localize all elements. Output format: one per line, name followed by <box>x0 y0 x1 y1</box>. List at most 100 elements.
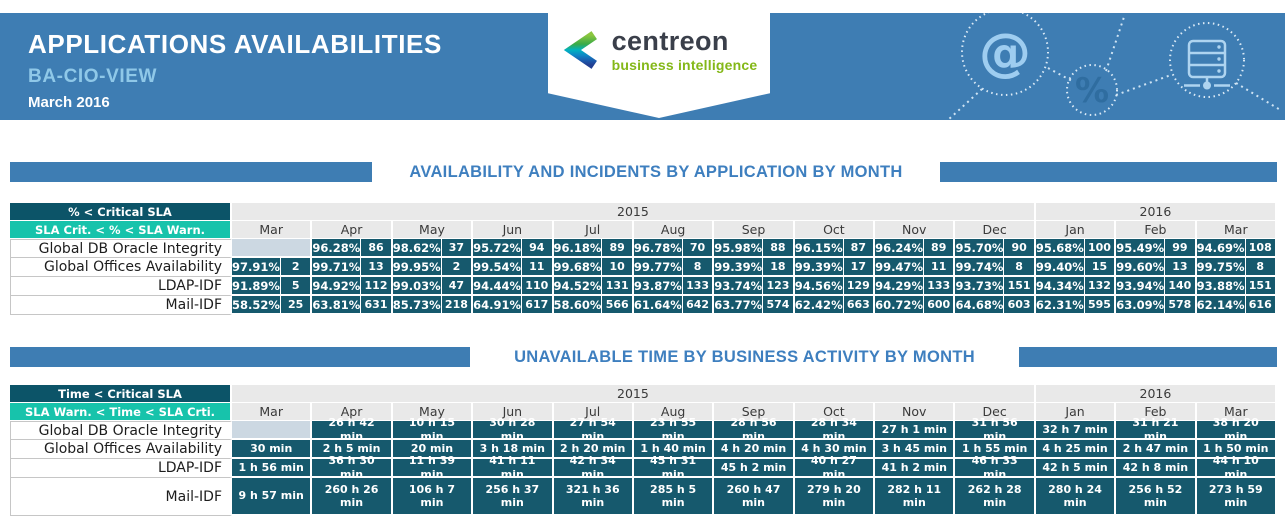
centreon-logo-icon <box>563 31 597 69</box>
incident-count: 132 <box>1088 279 1111 292</box>
incident-count: 123 <box>766 279 790 292</box>
unavailable-time-cell: 280 h 24 min <box>1035 478 1117 516</box>
incident-count: 133 <box>927 279 951 292</box>
month-header: Mar <box>1196 403 1277 421</box>
incident-count: 90 <box>1011 241 1027 254</box>
unavailable-time-cell: 2 h 20 min <box>553 440 634 459</box>
incident-count: 110 <box>525 279 549 292</box>
incident-count: 603 <box>1007 298 1031 311</box>
availability-cell: 99.95% 2 <box>392 258 474 277</box>
availability-cell: 94.29% 133 <box>875 277 956 296</box>
month-header: Feb <box>1116 403 1197 421</box>
availability-cell: 96.24% 89 <box>875 239 956 258</box>
month-header: Mar <box>232 403 313 421</box>
availability-percent: 99.71% <box>312 258 362 275</box>
availability-cell: 63.81% 631 <box>312 296 393 315</box>
month-header: Jan <box>1035 403 1117 421</box>
availability-percent: 99.60% <box>1116 258 1166 275</box>
availability-percent: 60.72% <box>875 296 924 313</box>
incident-count: 47 <box>448 279 465 292</box>
unavailable-section-title: UNAVAILABLE TIME BY BUSINESS ACTIVITY BY… <box>514 347 975 366</box>
month-header: May <box>392 403 474 421</box>
availability-cell: 97.91% 2 <box>232 258 313 277</box>
unavailable-time-cell: 1 h 50 min <box>1196 440 1277 459</box>
availability-percent: 96.24% <box>875 239 924 256</box>
incident-count: 13 <box>368 260 384 273</box>
month-header: Nov <box>875 403 956 421</box>
row-label: Global Offices Availability <box>10 258 232 277</box>
unavailable-time-cell: 10 h 15 min <box>392 416 474 443</box>
availability-percent: 97.91% <box>232 258 281 275</box>
incident-count: 8 <box>693 260 702 273</box>
availability-percent: 93.87% <box>633 277 683 294</box>
brand-tagline: business intelligence <box>611 56 758 73</box>
month-header: Oct <box>794 403 876 421</box>
availability-percent: 99.74% <box>955 258 1005 275</box>
availability-percent: 96.15% <box>794 239 844 256</box>
incident-count: 11 <box>931 260 947 273</box>
availability-cell: 93.88% 151 <box>1196 277 1277 296</box>
availability-percent: 99.75% <box>1196 258 1246 275</box>
unavailable-time-cell: 1 h 40 min <box>633 440 715 459</box>
incident-count: 617 <box>525 298 549 311</box>
availability-cell: 60.72% 600 <box>875 296 956 315</box>
row-label: Global DB Oracle Integrity <box>10 421 232 440</box>
unavailable-time-cell: 44 h 10 min <box>1196 454 1277 481</box>
availability-cell: 99.40% 15 <box>1035 258 1117 277</box>
availability-cell: 95.49% 99 <box>1116 239 1197 258</box>
year-header: 2015 <box>232 203 1036 221</box>
availability-cell: 95.98% 88 <box>714 239 795 258</box>
incident-count: 140 <box>1168 279 1192 292</box>
availability-cell: 94.69% 108 <box>1196 239 1277 258</box>
incident-count: 595 <box>1088 298 1111 311</box>
incident-count: 89 <box>609 241 625 254</box>
availability-cell: 99.39% 18 <box>714 258 795 277</box>
unavailable-time-cell: 106 h 7 min <box>392 478 474 516</box>
unavailable-time-cell: 28 h 34 min <box>794 416 876 443</box>
availability-percent: 94.29% <box>875 277 924 294</box>
incident-count: 642 <box>686 298 710 311</box>
availability-percent: 94.56% <box>794 277 844 294</box>
unavailable-time-cell: 32 h 7 min <box>1035 421 1117 440</box>
availability-cell: 93.94% 140 <box>1116 277 1197 296</box>
unavailable-time-cell: 36 h 30 min <box>312 454 393 481</box>
unavailable-time-cell: 27 h 1 min <box>875 421 956 440</box>
availability-cell: 85.73% 218 <box>392 296 474 315</box>
month-header: Apr <box>312 403 393 421</box>
availability-cell: 98.62% 37 <box>392 239 474 258</box>
empty-cell <box>232 239 313 258</box>
availability-cell: 64.91% 617 <box>473 296 554 315</box>
row-label: Mail-IDF <box>10 296 232 315</box>
incident-count: 574 <box>766 298 790 311</box>
unavailable-time-cell: 285 h 5 min <box>633 478 715 516</box>
unavailable-time-cell: 28 h 56 min <box>714 416 795 443</box>
incident-count: 70 <box>689 241 706 254</box>
month-header: Feb <box>1116 221 1197 239</box>
incident-count: 25 <box>287 298 304 311</box>
availability-cell: 94.56% 129 <box>794 277 876 296</box>
unavailable-time-cell: 41 h 11 min <box>473 454 554 481</box>
availability-percent: 95.70% <box>955 239 1005 256</box>
year-header: 2016 <box>1035 203 1277 221</box>
unavailable-time-cell: 321 h 36 min <box>553 478 634 516</box>
unavailable-time-cell: 4 h 30 min <box>794 440 876 459</box>
unavailable-time-cell: 40 h 27 min <box>794 454 876 481</box>
availability-percent: 62.31% <box>1035 296 1085 313</box>
availability-percent: 63.77% <box>714 296 764 313</box>
month-header: Sep <box>714 221 795 239</box>
logo-badge: centreon business intelligence <box>548 0 770 118</box>
month-header: Dec <box>955 221 1036 239</box>
unavailable-time-cell: 38 h 20 min <box>1196 416 1277 443</box>
availability-percent: 93.73% <box>955 277 1005 294</box>
availability-cell: 94.34% 132 <box>1035 277 1117 296</box>
availability-percent: 96.18% <box>553 239 603 256</box>
availability-percent: 94.44% <box>473 277 523 294</box>
month-header: Oct <box>794 221 876 239</box>
unavailable-time-cell: 30 min <box>232 440 313 459</box>
unavailable-time-cell: 282 h 11 min <box>875 478 956 516</box>
availability-cell: 94.52% 131 <box>553 277 634 296</box>
title-bar-right <box>940 162 1277 182</box>
legend-critical-label: Time < Critical SLA <box>10 385 232 403</box>
unavailable-time-cell: 26 h 42 min <box>312 416 393 443</box>
unavailable-time-cell: 42 h 8 min <box>1116 459 1197 478</box>
